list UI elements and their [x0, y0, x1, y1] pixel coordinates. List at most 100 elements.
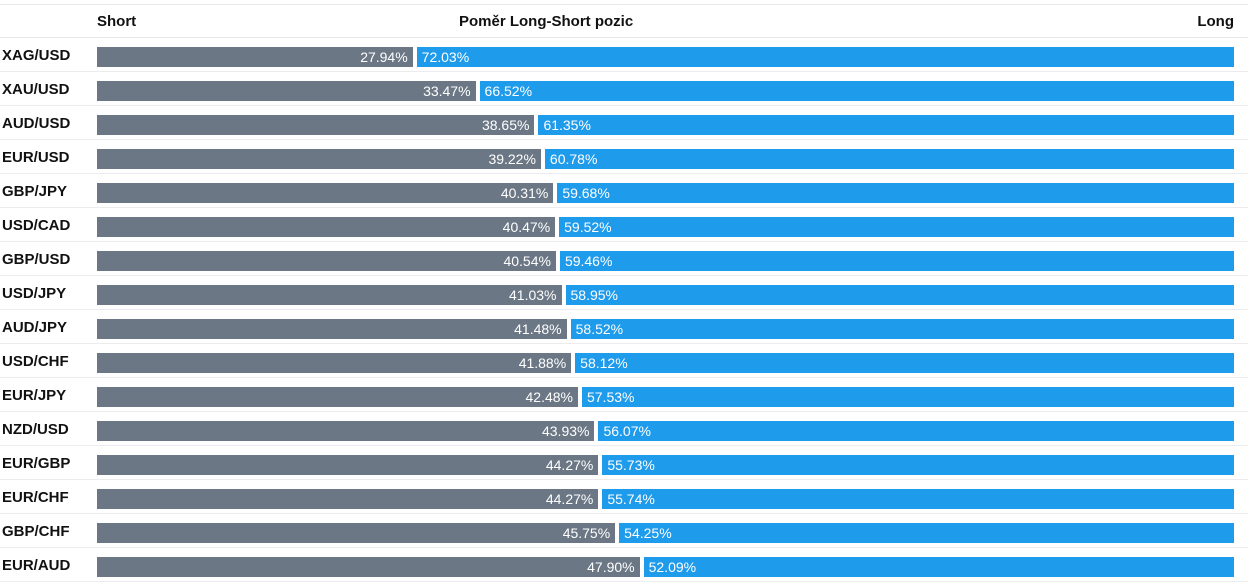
short-column-label: Short — [97, 13, 137, 30]
long-value-label: 66.52% — [484, 83, 533, 99]
short-value-label: 40.47% — [502, 219, 551, 235]
long-bar: 59.52% — [559, 217, 1234, 237]
short-bar: 27.94% — [97, 47, 413, 67]
long-value-label: 55.74% — [607, 491, 655, 507]
short-bar: 41.48% — [97, 319, 567, 339]
long-bar: 55.73% — [602, 455, 1234, 475]
long-bar: 60.78% — [544, 149, 1234, 169]
chart-row: EUR/CHF 44.27% 55.74% — [0, 480, 1248, 514]
currency-pair-label: USD/JPY — [2, 285, 67, 302]
long-bar: 61.35% — [538, 115, 1234, 135]
long-bar: 58.95% — [565, 285, 1234, 305]
long-bar: 58.12% — [575, 353, 1234, 373]
short-value-label: 41.88% — [518, 355, 567, 371]
short-bar: 39.22% — [97, 149, 541, 169]
short-bar: 40.31% — [97, 183, 554, 203]
currency-pair-label: XAG/USD — [2, 47, 71, 64]
currency-pair-label: EUR/GBP — [2, 455, 71, 472]
chart-row: XAU/USD 33.47% 66.52% — [0, 72, 1248, 106]
long-bar: 66.52% — [479, 81, 1234, 101]
chart-row: GBP/USD 40.54% 59.46% — [0, 242, 1248, 276]
currency-pair-label: USD/CAD — [2, 217, 71, 234]
currency-pair-label: GBP/USD — [2, 251, 71, 268]
chart-row: EUR/AUD 47.90% 52.09% — [0, 548, 1248, 582]
long-value-label: 54.25% — [624, 525, 672, 541]
long-bar: 54.25% — [619, 523, 1234, 543]
chart-row: USD/JPY 41.03% 58.95% — [0, 276, 1248, 310]
currency-pair-label: USD/CHF — [2, 353, 69, 370]
short-bar: 38.65% — [97, 115, 535, 135]
long-value-label: 72.03% — [421, 49, 470, 65]
chart-row: AUD/JPY 41.48% 58.52% — [0, 310, 1248, 344]
currency-pair-label: AUD/USD — [2, 115, 71, 132]
short-bar: 40.54% — [97, 251, 556, 271]
long-bar: 55.74% — [602, 489, 1234, 509]
short-value-label: 42.48% — [525, 389, 573, 405]
currency-pair-label: AUD/JPY — [2, 319, 68, 336]
short-value-label: 27.94% — [360, 49, 408, 65]
short-bar: 44.27% — [97, 489, 599, 509]
short-bar: 40.47% — [97, 217, 556, 237]
currency-pair-label: EUR/CHF — [2, 489, 69, 506]
long-value-label: 52.09% — [648, 559, 697, 575]
long-value-label: 55.73% — [607, 457, 655, 473]
short-value-label: 40.54% — [503, 253, 551, 269]
chart-row: USD/CHF 41.88% 58.12% — [0, 344, 1248, 378]
long-value-label: 56.07% — [603, 423, 651, 439]
long-value-label: 57.53% — [586, 389, 635, 405]
short-value-label: 41.03% — [509, 287, 557, 303]
long-bar: 52.09% — [643, 557, 1234, 577]
chart-header: Short Poměr Long-Short pozic Long — [0, 4, 1248, 38]
short-value-label: 45.75% — [562, 525, 611, 541]
short-value-label: 44.27% — [545, 457, 594, 473]
currency-pair-label: GBP/CHF — [2, 523, 70, 540]
long-bar: 57.53% — [581, 387, 1234, 407]
long-bar: 59.68% — [557, 183, 1234, 203]
long-value-label: 58.95% — [570, 287, 618, 303]
short-value-label: 44.27% — [545, 491, 594, 507]
chart-row: AUD/USD 38.65% 61.35% — [0, 106, 1248, 140]
short-bar: 44.27% — [97, 455, 599, 475]
long-value-label: 59.68% — [562, 185, 610, 201]
long-bar: 72.03% — [416, 47, 1234, 67]
long-column-label: Long — [1197, 13, 1234, 30]
short-value-label: 33.47% — [423, 83, 471, 99]
short-value-label: 39.22% — [488, 151, 536, 167]
chart-row: GBP/JPY 40.31% 59.68% — [0, 174, 1248, 208]
chart-row: EUR/JPY 42.48% 57.53% — [0, 378, 1248, 412]
short-bar: 42.48% — [97, 387, 578, 407]
chart-row: XAG/USD 27.94% 72.03% — [0, 38, 1248, 72]
long-value-label: 59.52% — [564, 219, 612, 235]
long-bar: 59.46% — [559, 251, 1234, 271]
currency-pair-label: EUR/USD — [2, 149, 70, 166]
short-bar: 45.75% — [97, 523, 616, 543]
chart-row: EUR/USD 39.22% 60.78% — [0, 140, 1248, 174]
long-value-label: 58.12% — [580, 355, 628, 371]
short-bar: 43.93% — [97, 421, 595, 441]
chart-row: EUR/GBP 44.27% 55.73% — [0, 446, 1248, 480]
currency-pair-label: EUR/AUD — [2, 557, 71, 574]
currency-pair-label: XAU/USD — [2, 81, 70, 98]
long-bar: 58.52% — [570, 319, 1234, 339]
long-value-label: 61.35% — [543, 117, 591, 133]
short-value-label: 47.90% — [587, 559, 635, 575]
short-value-label: 43.93% — [541, 423, 590, 439]
currency-pair-label: GBP/JPY — [2, 183, 68, 200]
chart-row: NZD/USD 43.93% 56.07% — [0, 412, 1248, 446]
short-bar: 47.90% — [97, 557, 640, 577]
short-value-label: 41.48% — [514, 321, 562, 337]
short-value-label: 38.65% — [481, 117, 530, 133]
chart-row: USD/CAD 40.47% 59.52% — [0, 208, 1248, 242]
chart-title: Poměr Long-Short pozic — [459, 13, 634, 30]
long-value-label: 59.46% — [564, 253, 613, 269]
chart-row: GBP/CHF 45.75% 54.25% — [0, 514, 1248, 548]
short-bar: 41.88% — [97, 353, 572, 373]
long-value-label: 60.78% — [549, 151, 598, 167]
long-bar: 56.07% — [598, 421, 1234, 441]
long-value-label: 58.52% — [575, 321, 624, 337]
currency-pair-label: EUR/JPY — [2, 387, 67, 404]
currency-pair-label: NZD/USD — [2, 421, 69, 438]
short-bar: 41.03% — [97, 285, 562, 305]
short-value-label: 40.31% — [500, 185, 549, 201]
